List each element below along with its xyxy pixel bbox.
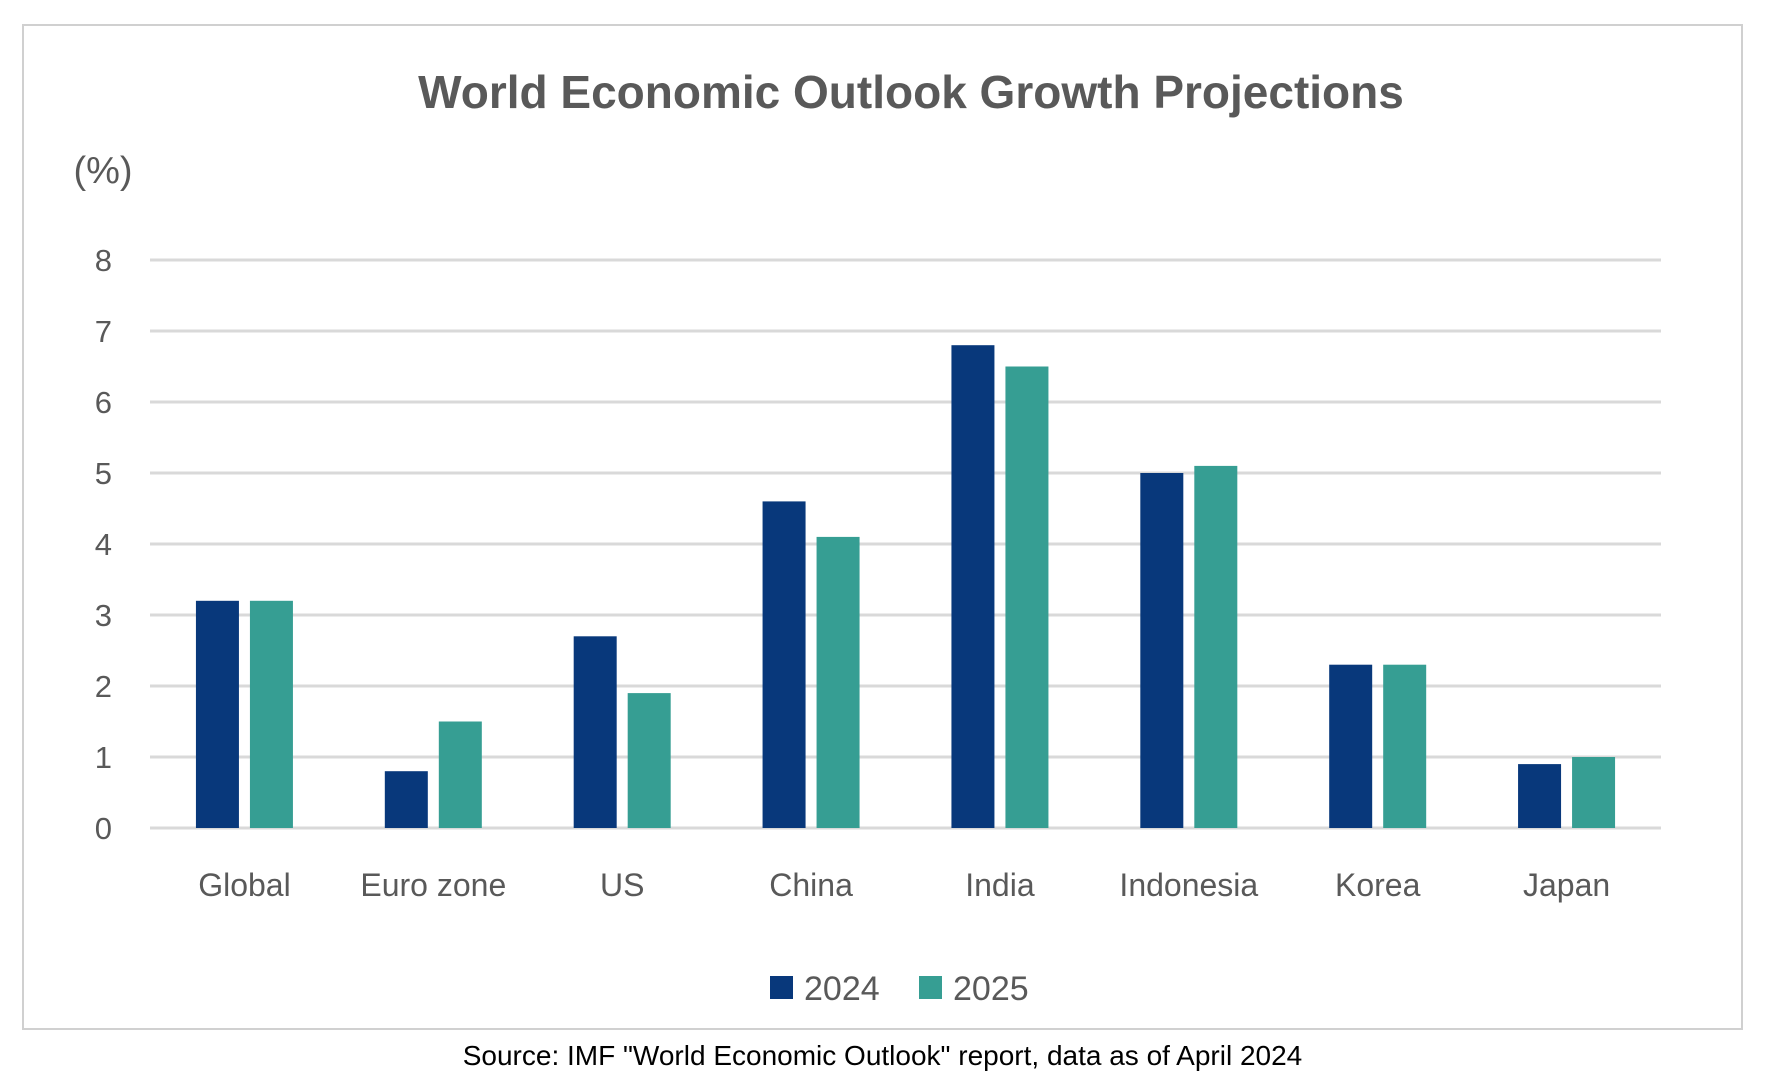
x-category-label: India [965, 867, 1035, 903]
source-note: Source: IMF "World Economic Outlook" rep… [462, 1040, 1303, 1071]
bar-2024-india [951, 345, 995, 828]
x-category-label: US [600, 867, 644, 903]
bar-2024-indonesia [1140, 473, 1184, 828]
bar-2025-japan [1572, 757, 1616, 828]
y-tick-label: 6 [95, 385, 112, 420]
bar-2024-china [762, 501, 806, 828]
y-tick-label: 0 [95, 811, 112, 846]
bar-2025-china [816, 536, 860, 828]
bars [195, 345, 1616, 828]
x-category-label: Japan [1523, 867, 1610, 903]
bar-2025-korea [1383, 664, 1427, 828]
bar-2024-us [573, 636, 617, 828]
bar-2025-us [627, 693, 671, 828]
legend: 2024 2025 [770, 970, 1029, 1008]
chart-frame [22, 24, 1743, 1030]
legend-label-2024: 2024 [804, 970, 880, 1008]
legend-swatch-2024 [770, 976, 793, 999]
y-tick-label: 3 [95, 598, 112, 633]
y-tick-label: 4 [95, 527, 112, 562]
bar-2024-korea [1329, 664, 1373, 828]
legend-label-2025: 2025 [953, 970, 1029, 1008]
x-axis-labels: Global Euro zone US China India Indonesia Kore… [198, 867, 1610, 903]
y-tick-label: 5 [95, 456, 112, 491]
x-category-label: China [769, 867, 853, 903]
x-category-label: Indonesia [1119, 867, 1258, 903]
x-category-label: Euro zone [360, 867, 506, 903]
y-tick-label: 7 [95, 314, 112, 349]
y-tick-label: 8 [95, 243, 112, 278]
bar-2025-indonesia [1194, 465, 1238, 828]
bar-2025-euro-zone [438, 721, 482, 828]
x-category-label: Global [198, 867, 291, 903]
bar-2024-global [195, 600, 239, 828]
gridlines [150, 258, 1661, 830]
y-tick-label: 1 [95, 740, 112, 775]
y-tick-label: 2 [95, 669, 112, 704]
bar-2024-japan [1518, 764, 1562, 828]
x-category-label: Korea [1335, 867, 1421, 903]
bar-2024-euro-zone [384, 771, 428, 828]
chart-title: World Economic Outlook Growth Projection… [418, 66, 1404, 118]
bar-2025-global [249, 600, 293, 828]
y-axis-ticks: 0 1 2 3 4 5 6 7 8 [95, 243, 112, 846]
legend-swatch-2025 [919, 976, 942, 999]
bar-2025-india [1005, 366, 1049, 828]
y-axis-unit-label: (%) [73, 150, 132, 192]
